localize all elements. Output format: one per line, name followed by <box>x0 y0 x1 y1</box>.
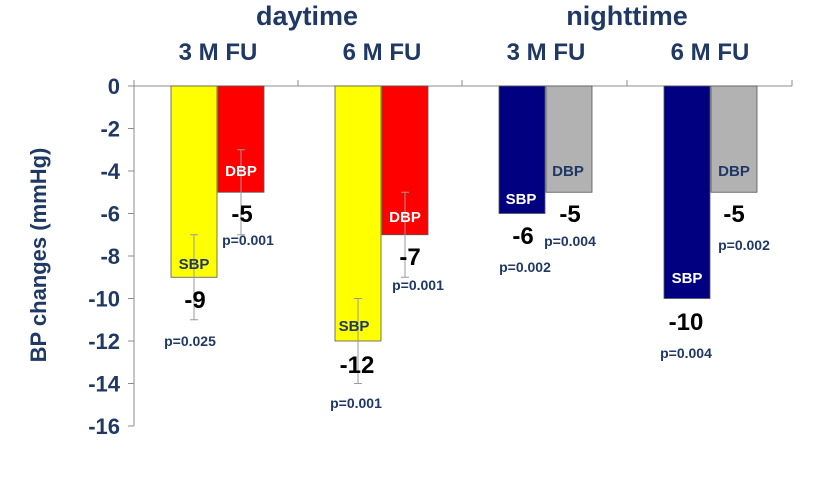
group-label-nighttime: nighttime <box>566 1 688 31</box>
chart-marks: 0 -2 -4 -6 -8 -10 -12 -14 -16 SBP DBP -9 -5 p=0.025 p=… <box>88 74 793 439</box>
subgroup-label-daytime-3m: 3 M FU <box>179 39 258 66</box>
y-tick-label: -6 <box>100 202 120 227</box>
sbp-data-label: -12 <box>340 352 375 379</box>
sbp-p-value: p=0.004 <box>660 345 712 361</box>
dbp-bar <box>545 85 593 193</box>
y-tick-label: -16 <box>88 414 120 439</box>
dbp-data-label: -5 <box>723 201 744 228</box>
y-axis-title: BP changes (mmHg) <box>26 148 51 363</box>
y-tick-label: -14 <box>88 372 121 397</box>
y-tick-label: -10 <box>88 287 120 312</box>
sbp-p-value: p=0.025 <box>164 333 216 349</box>
sbp-bar <box>663 85 711 299</box>
sbp-bar-label: SBP <box>672 270 703 287</box>
sbp-p-value: p=0.001 <box>330 395 382 411</box>
dbp-bar <box>710 85 758 193</box>
sbp-bar-label: SBP <box>506 191 537 208</box>
dbp-bar-label: DBP <box>225 163 257 180</box>
dbp-p-value: p=0.001 <box>392 277 444 293</box>
subgroup-label-nighttime-3m: 3 M FU <box>507 39 586 66</box>
sbp-bar-label: SBP <box>339 318 370 335</box>
dbp-p-value: p=0.002 <box>718 237 770 253</box>
dbp-bar-label: DBP <box>552 163 584 180</box>
sbp-p-value: p=0.002 <box>499 259 551 275</box>
dbp-p-value: p=0.001 <box>222 232 274 248</box>
subgroup-label-nighttime-6m: 6 M FU <box>671 39 750 66</box>
y-tick-label: 0 <box>108 74 120 99</box>
dbp-bar-label: DBP <box>389 209 421 226</box>
y-tick-label: -4 <box>100 159 120 184</box>
subgroup-label-daytime-6m: 6 M FU <box>343 39 422 66</box>
dbp-data-label: -7 <box>399 244 420 271</box>
dbp-bar-label: DBP <box>718 163 750 180</box>
dbp-p-value: p=0.004 <box>544 233 596 249</box>
dbp-data-label: -5 <box>559 201 580 228</box>
dbp-data-label: -5 <box>231 201 252 228</box>
sbp-data-label: -10 <box>669 309 704 336</box>
group-label-daytime: daytime <box>256 1 358 31</box>
y-tick-label: -12 <box>88 329 120 354</box>
sbp-bar <box>498 85 546 214</box>
y-tick-label: -2 <box>100 117 120 142</box>
y-tick-label: -8 <box>100 244 120 269</box>
sbp-bar-label: SBP <box>179 256 210 273</box>
sbp-data-label: -9 <box>184 287 205 314</box>
sbp-data-label: -6 <box>512 223 533 250</box>
